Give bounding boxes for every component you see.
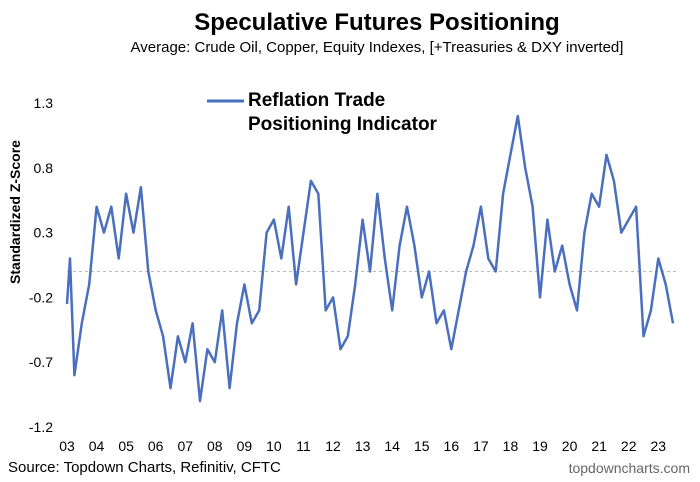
x-tick-label: 08 bbox=[207, 438, 223, 454]
source: Source: Topdown Charts, Refinitiv, CFTC bbox=[8, 459, 281, 476]
y-tick-label: -0.2 bbox=[29, 289, 53, 305]
x-tick-label: 06 bbox=[148, 438, 164, 454]
x-tick-label: 14 bbox=[384, 438, 400, 454]
x-tick-label: 23 bbox=[650, 438, 666, 454]
x-tick-label: 11 bbox=[296, 438, 311, 454]
x-tick-label: 18 bbox=[503, 438, 519, 454]
y-tick-label: -0.7 bbox=[29, 354, 53, 370]
chart-subtitle: Average: Crude Oil, Copper, Equity Index… bbox=[131, 39, 624, 56]
x-tick-label: 20 bbox=[562, 438, 578, 454]
x-tick-label: 13 bbox=[355, 438, 371, 454]
chart-title: Speculative Futures Positioning bbox=[194, 9, 559, 36]
series-line bbox=[65, 114, 675, 403]
y-tick-label: 0.8 bbox=[34, 160, 54, 176]
x-tick-label: 09 bbox=[237, 438, 253, 454]
x-tick-label: 12 bbox=[325, 438, 341, 454]
x-tick-label: 17 bbox=[473, 438, 489, 454]
watermark: topdowncharts.com bbox=[569, 460, 690, 476]
x-tick-label: 07 bbox=[177, 438, 193, 454]
y-tick-label: -1.2 bbox=[29, 419, 53, 435]
x-tick-label: 21 bbox=[591, 438, 607, 454]
x-tick-label: 19 bbox=[532, 438, 548, 454]
x-tick-label: 10 bbox=[266, 438, 282, 454]
x-tick-label: 15 bbox=[414, 438, 430, 454]
y-tick-label: 0.3 bbox=[34, 225, 54, 241]
legend-label: Reflation Trade Positioning Indicator bbox=[248, 90, 437, 135]
x-tick-label: 03 bbox=[59, 438, 75, 454]
x-tick-label: 16 bbox=[444, 438, 460, 454]
x-tick-label: 22 bbox=[621, 438, 637, 454]
x-tick-label: 04 bbox=[89, 438, 105, 454]
x-tick-label: 05 bbox=[118, 438, 134, 454]
y-tick-label: 1.3 bbox=[34, 95, 54, 111]
y-axis-label: Standardized Z-Score bbox=[7, 140, 23, 284]
